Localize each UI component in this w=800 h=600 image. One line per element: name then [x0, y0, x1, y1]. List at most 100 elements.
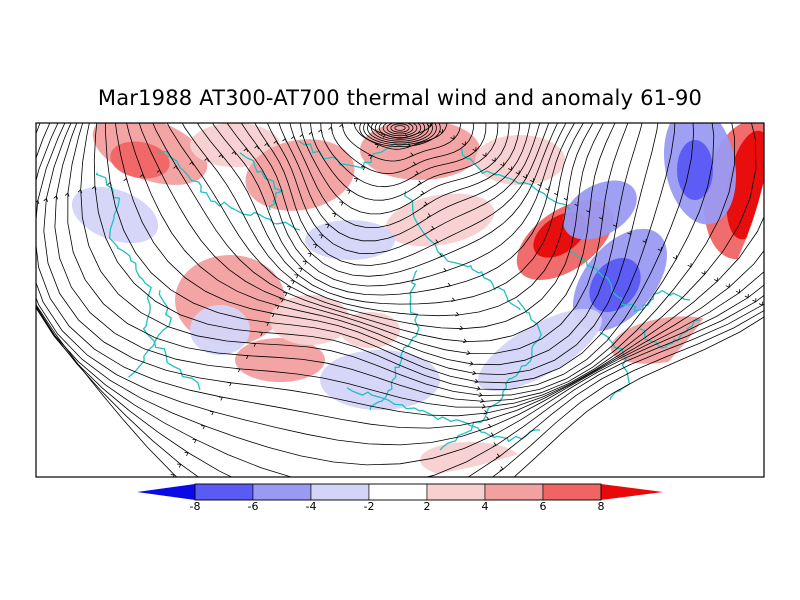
streamline-arrow — [243, 147, 249, 152]
streamline-arrow — [442, 267, 447, 273]
streamline — [353, 123, 448, 150]
anomaly-region — [320, 350, 440, 410]
map-panel — [15, 123, 770, 477]
polar-streamline — [374, 123, 426, 140]
colorbar — [137, 483, 663, 501]
streamline-arrow — [200, 425, 206, 430]
coastline-segment — [298, 139, 411, 169]
streamline — [36, 123, 764, 466]
streamline — [196, 123, 584, 305]
colorbar-label: -4 — [305, 500, 317, 513]
streamline-arrow — [346, 189, 351, 194]
streamline-arrow — [529, 178, 535, 183]
streamline-arrow — [545, 186, 550, 191]
colorbar-arrow-left — [137, 484, 195, 500]
streamline — [105, 123, 676, 384]
anomaly-region — [235, 338, 325, 382]
streamline-arrow — [495, 453, 501, 459]
streamline-arrow — [586, 208, 591, 213]
streamline-arrow — [275, 305, 280, 310]
streamline-arrow — [283, 292, 288, 297]
streamline-arrow — [412, 161, 417, 167]
streamline-arrow — [140, 173, 145, 178]
streamline-arrow — [765, 305, 770, 310]
colorbar-label: -6 — [247, 500, 259, 513]
streamline — [254, 123, 550, 266]
streamline-arrow — [482, 152, 487, 157]
streamline-arrow — [236, 368, 241, 373]
colorbar-label: 6 — [539, 500, 547, 513]
streamline-arrow — [612, 222, 617, 228]
anomaly-region — [340, 312, 400, 348]
streamline-arrow — [508, 166, 513, 171]
anomaly-region — [71, 186, 159, 244]
colorbar-label: 8 — [597, 500, 605, 513]
streamline — [54, 123, 757, 408]
colorbar-swatch — [484, 483, 544, 501]
streamline-arrow — [156, 169, 162, 174]
streamline-arrow — [469, 361, 474, 366]
streamline-arrow — [231, 150, 237, 155]
streamline-arrow — [264, 142, 269, 147]
streamline-arrow — [353, 177, 359, 183]
streamline — [341, 123, 461, 162]
colorbar-swatch — [310, 483, 370, 501]
colorbar-label: -2 — [363, 500, 375, 513]
streamline-arrow — [481, 404, 486, 409]
streamline-arrow — [374, 144, 380, 149]
streamline — [212, 123, 576, 296]
coastline-segment — [128, 289, 172, 378]
streamline — [67, 123, 735, 402]
streamline-arrow — [258, 331, 264, 336]
streamline-arrow — [270, 313, 275, 318]
streamline-arrow — [294, 274, 299, 279]
streamline — [278, 123, 531, 242]
streamline-arrow — [420, 190, 425, 196]
streamline-arrow — [339, 201, 344, 206]
streamline-arrow — [735, 289, 740, 294]
streamline-arrow — [64, 192, 70, 197]
colorbar-swatch — [426, 483, 486, 501]
streamline-arrow — [714, 277, 719, 282]
polar-streamline — [359, 123, 441, 147]
colorbar-swatch — [194, 483, 254, 501]
streamline-arrow — [254, 145, 259, 150]
colorbar-swatch — [252, 483, 312, 501]
streamline-arrow — [177, 463, 182, 468]
streamline-arrow — [28, 202, 33, 206]
streamline-arrow — [434, 239, 439, 244]
colorbar-label: 2 — [423, 500, 431, 513]
streamline — [138, 123, 629, 354]
anomaly-region — [305, 220, 395, 260]
streamline-arrow — [299, 133, 305, 138]
streamline — [36, 123, 764, 429]
streamline-arrow — [318, 234, 324, 239]
streamline-arrow — [53, 195, 58, 200]
streamline-arrow — [15, 205, 20, 209]
streamline-arrow — [492, 442, 497, 447]
streamline-arrow — [244, 355, 249, 360]
streamline-arrow — [313, 244, 318, 249]
streamline-arrow — [478, 392, 483, 398]
streamline-arrow — [209, 411, 215, 416]
colorbar-outline — [194, 483, 602, 501]
streamline-arrow — [438, 253, 443, 258]
streamline-arrow — [459, 325, 464, 331]
streamline-arrow — [499, 466, 504, 471]
streamline-arrow — [462, 338, 468, 344]
streamline-arrow — [426, 213, 432, 218]
streamline — [152, 123, 616, 343]
streamline-arrow — [554, 191, 559, 196]
coastline-segment — [404, 190, 521, 311]
streamline-arrow — [744, 293, 749, 299]
colorbar-label: 4 — [481, 500, 489, 513]
streamline-arrow — [430, 225, 435, 231]
streamline-arrow — [328, 126, 333, 131]
anomaly-region — [190, 305, 250, 355]
streamline-arrow — [279, 298, 284, 303]
coastline-segment — [599, 331, 631, 401]
streamline-arrow — [500, 162, 505, 167]
streamline — [93, 123, 695, 390]
streamline-arrow — [286, 286, 292, 291]
